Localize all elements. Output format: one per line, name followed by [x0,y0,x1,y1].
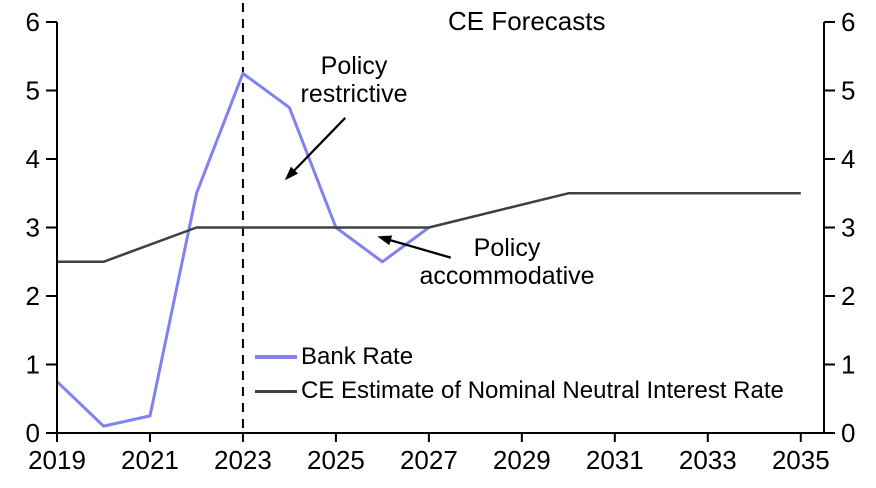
annotation-arrow-accommodative [388,238,452,259]
x-tick-label: 2029 [493,445,551,475]
annotation-arrow-restrictive [292,117,347,173]
legend-label-bank-rate: Bank Rate [301,343,414,370]
y-tick-label-left: 1 [26,350,40,380]
y-tick-label-right: 1 [841,350,855,380]
series-line-neutral [57,192,801,264]
legend-line-sample-neutral-rate [255,389,297,393]
x-tick-label: 2031 [586,445,644,475]
y-tick-label-right: 3 [841,213,855,243]
y-tick-label-right: 4 [841,144,855,174]
annotation-policy-restrictive-line2: restrictive [300,80,408,108]
x-tick-label: 2035 [772,445,830,475]
x-tick-label: 2019 [28,445,86,475]
annotation-arrowhead-accommodative [377,235,393,246]
y-tick-label-left: 2 [26,281,40,311]
annotation-policy-restrictive-line1: Policy [320,52,388,80]
x-tick-label: 2033 [679,445,737,475]
annotation-policy-accommodative: Policy accommodative [377,234,637,290]
y-tick-label-right: 2 [841,281,855,311]
legend-item-neutral-rate: CE Estimate of Nominal Neutral Interest … [255,376,784,406]
y-tick-label-left: 0 [26,418,40,448]
y-tick-label-right: 0 [841,418,855,448]
y-tick-label-left: 3 [26,213,40,243]
y-tick-label-right: 6 [841,7,855,37]
y-tick-label-left: 6 [26,7,40,37]
x-tick-label: 2023 [214,445,272,475]
legend-item-bank-rate: Bank Rate [255,342,784,372]
y-tick-label-left: 5 [26,76,40,106]
y-tick-label-right: 5 [841,76,855,106]
series-line-bank_rate [55,71,430,428]
x-tick-label: 2025 [307,445,365,475]
x-tick-label: 2021 [121,445,179,475]
legend-line-sample-bank-rate [255,355,297,359]
y-tick-label-left: 4 [26,144,40,174]
annotation-policy-restrictive: Policy restrictive [244,52,464,108]
annotation-arrowhead-restrictive [284,166,299,181]
annotation-policy-accommodative-line1: Policy [473,234,541,262]
chart-title: CE Forecasts [448,6,606,36]
chart-legend: Bank Rate CE Estimate of Nominal Neutral… [255,342,784,406]
x-tick-label: 2027 [400,445,458,475]
legend-label-neutral-rate: CE Estimate of Nominal Neutral Interest … [301,377,784,404]
annotation-policy-accommodative-line2: accommodative [419,262,595,290]
